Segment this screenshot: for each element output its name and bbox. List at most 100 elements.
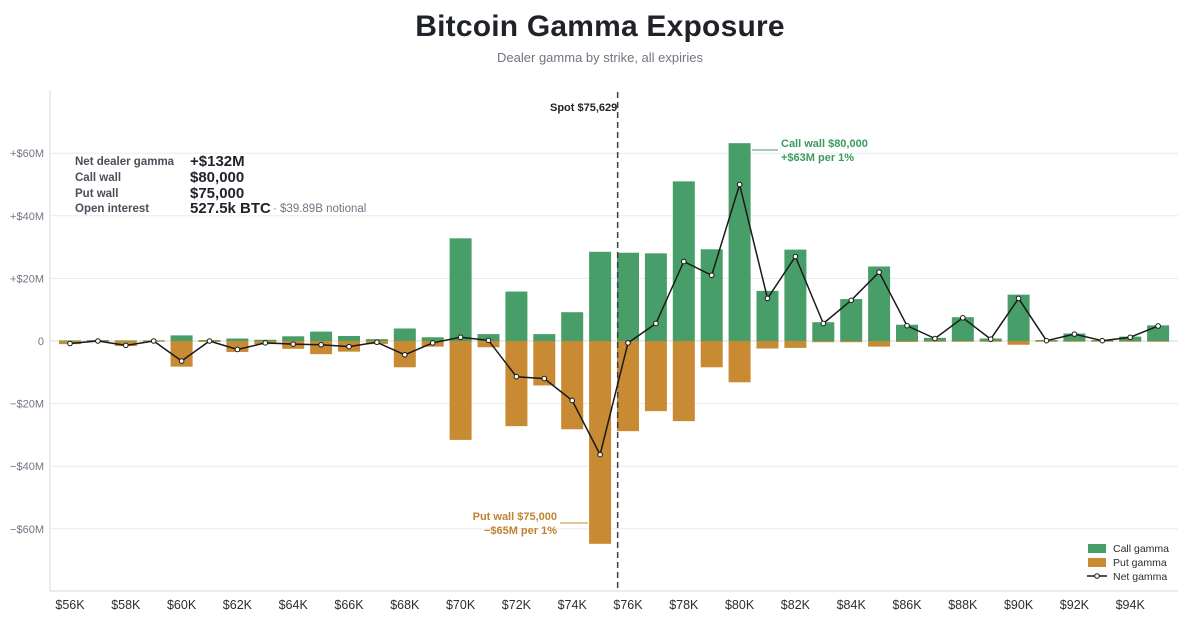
put-gamma-bar [1007,341,1030,345]
x-axis: $56K $58K $60K $62K $64K $66K $68K $70K $72K $74K… [55,598,1145,612]
call-gamma-bar [477,334,500,341]
put-gamma-bar [170,341,193,367]
stat-value-call-wall: $80,000 [190,169,244,186]
stat-label-call-wall: Call wall [75,172,121,184]
call-gamma-bar [868,266,891,341]
call-gamma-bar [505,291,528,341]
call-gamma-bar [756,290,779,341]
call-gamma-bar [951,317,974,341]
put-gamma-bar [756,341,779,349]
call-gamma-bar [533,334,556,341]
net-gamma-point [346,343,352,350]
call-gamma-bar [784,249,807,341]
net-gamma-point [653,320,659,327]
put-gamma-bar [700,341,723,368]
call-gamma-bar [310,331,333,341]
x-tick-label: $58K [111,598,141,612]
net-gamma-point [402,351,408,358]
legend-label-net: Net gamma [1113,571,1167,583]
x-tick-label: $84K [837,598,867,612]
call-gamma-bar [421,337,444,341]
y-tick-label: −$60M [10,524,44,536]
stat-label-oi: Open interest [75,203,149,215]
net-gamma-point [95,338,101,344]
legend: Call gamma Put gamma Net gamma [1087,543,1169,583]
x-tick-label: $86K [892,598,922,612]
x-tick-label: $78K [669,598,699,612]
put-gamma-bar [644,341,667,412]
legend-label-call: Call gamma [1113,543,1169,555]
x-tick-label: $88K [948,598,978,612]
x-tick-label: $70K [446,598,476,612]
net-gamma-point [708,272,715,279]
net-gamma-point [1071,331,1078,337]
put-gamma-bar [505,341,528,427]
net-gamma-point [262,340,269,346]
call-gamma-bar [170,335,193,341]
put-wall-value: −$65M per 1% [484,525,557,537]
y-tick-label: −$40M [10,461,44,473]
net-gamma-point [904,322,910,329]
put-gamma-bar [1119,341,1142,342]
net-gamma-point [290,341,297,347]
call-gamma-bar [812,322,835,341]
call-gamma-bar [114,340,137,342]
net-gamma-point [1127,334,1133,341]
x-tick-label: $72K [502,598,532,612]
x-tick-label: $66K [334,598,364,612]
x-tick-label: $82K [781,598,811,612]
net-gamma-point [569,397,576,404]
put-gamma-bar [1063,341,1086,342]
put-wall-label: Put wall $75,000 [473,511,557,523]
put-gamma-bar [449,341,472,440]
call-gamma-bar [589,251,612,341]
put-gamma-bar [923,341,946,342]
bars [59,143,1170,544]
put-gamma-bar [812,341,835,343]
x-tick-label: $92K [1060,598,1090,612]
net-gamma-point [792,253,799,260]
call-gamma-bar [840,299,863,341]
net-gamma-point [597,451,603,458]
call-gamma-bar [1147,325,1170,341]
gridlines [49,90,1178,592]
put-gamma-bar [784,341,807,348]
net-gamma-point [234,346,241,353]
call-gamma-bar [338,335,360,341]
stat-label-net: Net dealer gamma [75,156,175,168]
x-tick-label: $56K [55,598,85,612]
net-gamma-point [987,336,994,342]
put-gamma-bar [561,341,584,430]
net-gamma-point [625,340,631,346]
put-gamma-bar [951,341,974,342]
call-gamma-bar [644,253,667,341]
put-gamma-bar [672,341,695,422]
put-gamma-bar [589,341,612,544]
net-gamma-point [150,338,157,344]
x-tick-label: $74K [558,598,588,612]
spot-label: Spot $75,629 [550,102,617,114]
net-gamma-point [457,334,464,341]
net-gamma-point [206,338,213,344]
call-gamma-bar [1063,333,1086,341]
stats-panel: Net dealer gamma +$132M Call wall $80,00… [75,153,366,217]
net-gamma-point [1043,337,1050,344]
net-gamma-point [374,339,380,346]
net-gamma-point [318,341,324,348]
net-gamma-point [123,342,129,349]
call-gamma-bar [1007,294,1030,341]
x-tick-label: $68K [390,598,420,612]
call-gamma-bar [226,338,249,341]
call-gamma-bar [449,238,472,341]
x-tick-label: $94K [1116,598,1146,612]
net-gamma-point [876,269,882,275]
put-gamma-bar [728,341,751,383]
put-gamma-bar [226,341,249,352]
x-tick-label: $62K [223,598,253,612]
net-gamma-point [178,358,185,364]
y-tick-label: +$40M [10,211,44,223]
stat-value-net: +$132M [190,153,245,170]
net-gamma-point [960,315,966,321]
